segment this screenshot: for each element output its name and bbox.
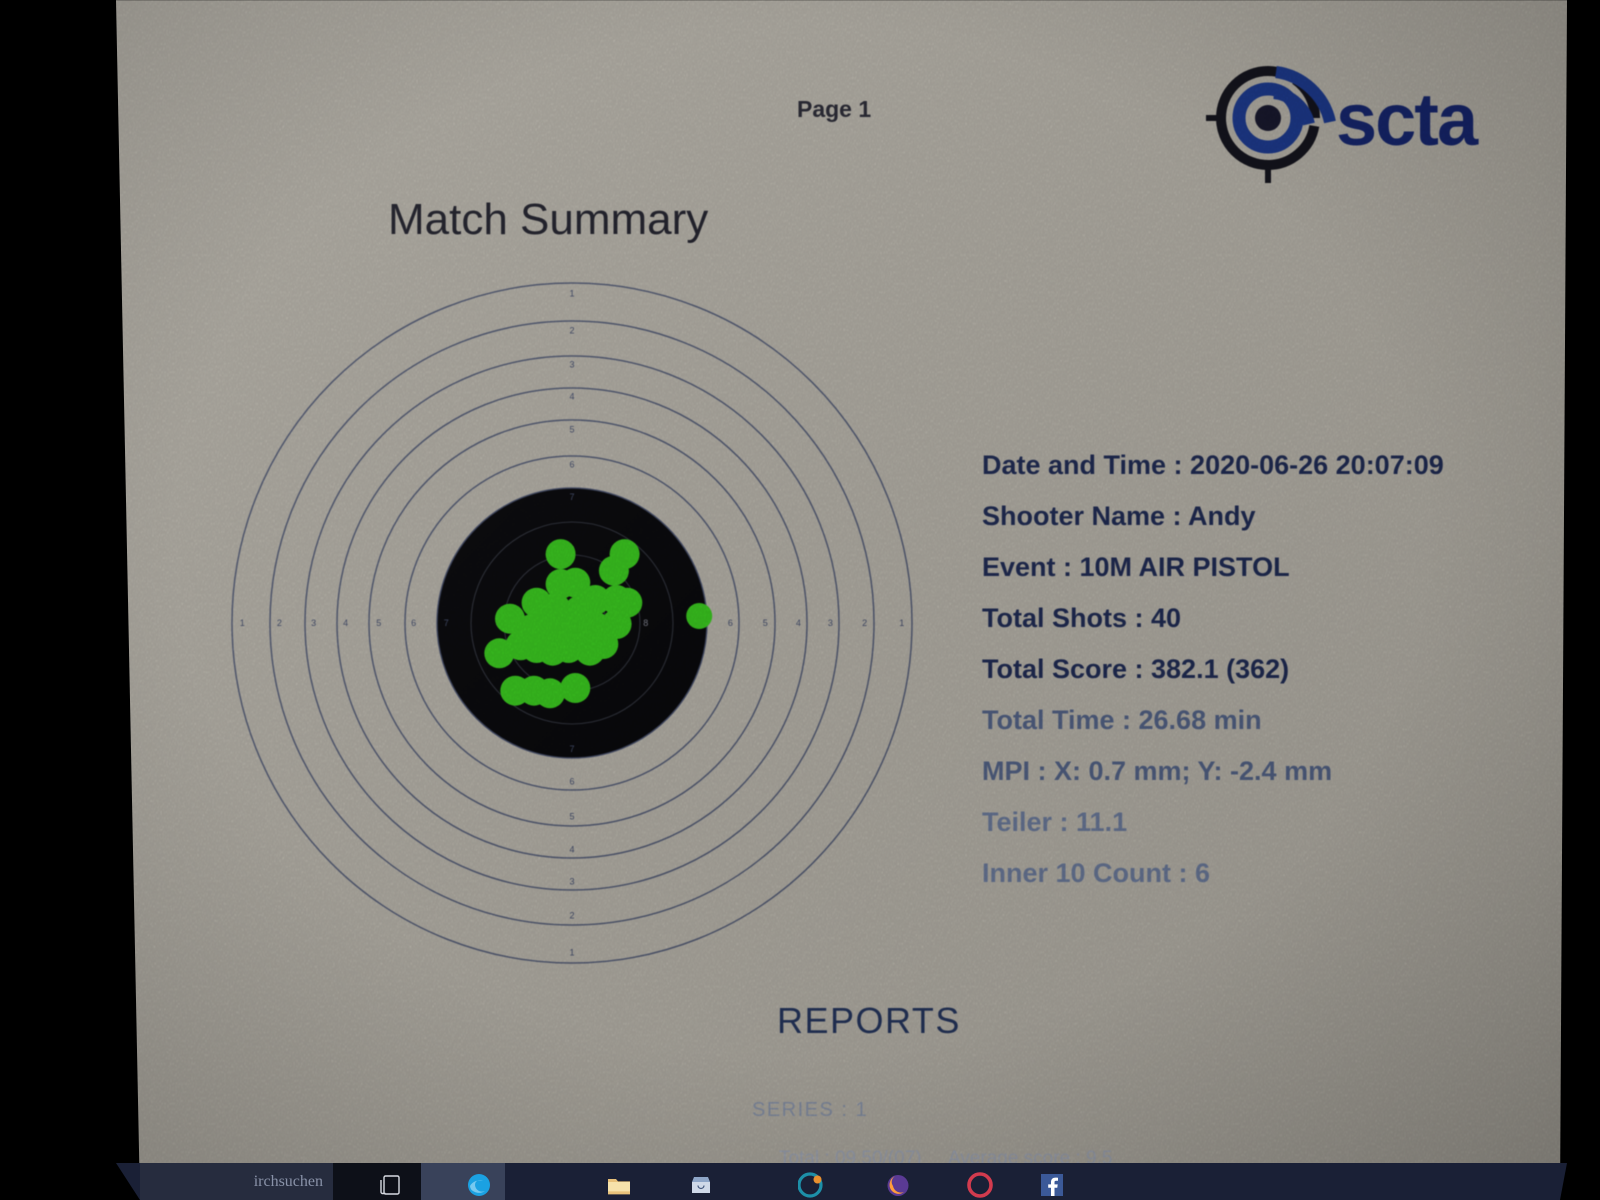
svg-text:scta: scta: [1336, 78, 1479, 161]
svg-text:3: 3: [569, 360, 574, 370]
svg-text:1: 1: [240, 618, 245, 628]
svg-text:6: 6: [569, 776, 574, 786]
svg-text:4: 4: [569, 844, 574, 854]
svg-text:3: 3: [311, 618, 316, 628]
svg-text:2: 2: [569, 325, 574, 335]
svg-text:3: 3: [828, 618, 833, 628]
svg-text:6: 6: [569, 460, 574, 470]
svg-text:6: 6: [411, 618, 416, 628]
svg-text:2: 2: [569, 911, 574, 921]
svg-text:3: 3: [569, 876, 574, 886]
svg-text:2: 2: [862, 618, 867, 628]
svg-text:8: 8: [643, 618, 648, 628]
svg-text:5: 5: [569, 811, 574, 821]
svg-text:1: 1: [569, 288, 574, 298]
svg-text:5: 5: [569, 425, 574, 435]
svg-text:4: 4: [343, 618, 348, 628]
svg-text:7: 7: [569, 744, 574, 754]
svg-text:5: 5: [763, 618, 768, 628]
svg-text:4: 4: [796, 618, 801, 628]
svg-text:1: 1: [569, 948, 574, 958]
svg-text:7: 7: [444, 618, 449, 628]
svg-text:2: 2: [277, 618, 282, 628]
svg-text:6: 6: [728, 618, 733, 628]
svg-text:4: 4: [569, 392, 574, 402]
svg-text:5: 5: [376, 618, 381, 628]
svg-text:7: 7: [569, 492, 574, 502]
svg-text:1: 1: [899, 618, 904, 628]
